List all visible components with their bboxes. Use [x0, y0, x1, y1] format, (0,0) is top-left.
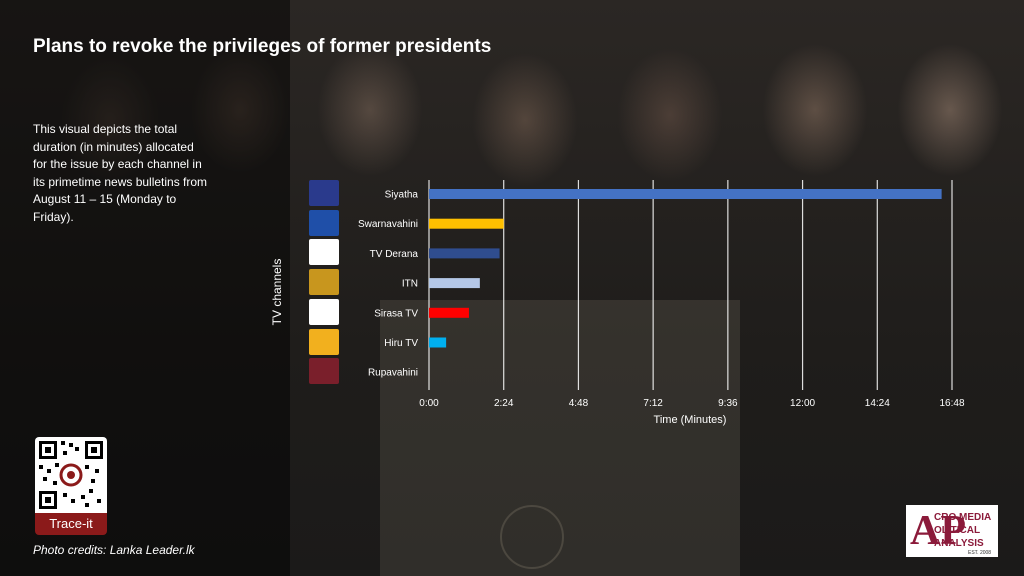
bar: [429, 278, 480, 289]
bar: [429, 307, 469, 318]
tv-derana-logo: [309, 239, 339, 266]
y-axis-label: TV channels: [270, 258, 284, 326]
brand-line-3: ANALYSIS: [934, 538, 984, 549]
brand-line-2: OLITICAL: [934, 525, 981, 536]
category-label: Siyatha: [385, 190, 419, 201]
bar: [429, 337, 447, 348]
page-title: Plans to revoke the privileges of former…: [33, 36, 492, 57]
siyatha-logo: [309, 180, 339, 206]
x-tick-label: 16:48: [939, 398, 964, 409]
x-tick-label: 7:12: [643, 398, 663, 409]
background-seal: [500, 505, 564, 569]
category-label: ITN: [402, 279, 418, 290]
chart-description: This visual depicts the total duration (…: [33, 122, 208, 224]
brand-est: EST. 2008: [968, 550, 992, 556]
bar: [429, 248, 500, 259]
x-tick-label: 14:24: [865, 398, 890, 409]
bar: [429, 189, 942, 199]
category-label: Rupavahini: [368, 368, 418, 379]
itn-logo: [309, 269, 339, 296]
hiru-tv-logo: [309, 328, 339, 355]
sirasa-tv-logo: [309, 298, 339, 325]
rupavahini-logo: [309, 358, 339, 385]
category-label: TV Derana: [370, 249, 419, 260]
bar: [429, 218, 504, 229]
trace-it-button[interactable]: Trace-it: [35, 513, 107, 535]
qr-code-icon[interactable]: [35, 437, 107, 513]
brand-line-1: CRO MEDIA: [934, 512, 992, 523]
x-tick-label: 2:24: [494, 398, 514, 409]
x-tick-label: 12:00: [790, 398, 815, 409]
photo-credits: Photo credits: Lanka Leader.lk: [33, 543, 195, 557]
acro-media-logo: AP CRO MEDIA OLITICAL ANALYSIS EST. 2008: [906, 505, 998, 557]
x-tick-label: 4:48: [569, 398, 589, 409]
brand-initials: AP: [910, 508, 966, 554]
x-tick-label: 0:00: [419, 398, 439, 409]
swarnavahini-logo: [309, 209, 339, 236]
category-label: Hiru TV: [384, 338, 418, 349]
category-label: Swarnavahini: [358, 219, 418, 230]
category-label: Sirasa TV: [374, 308, 418, 319]
x-axis-label: Time (Minutes): [653, 414, 727, 426]
x-tick-label: 9:36: [718, 398, 738, 409]
